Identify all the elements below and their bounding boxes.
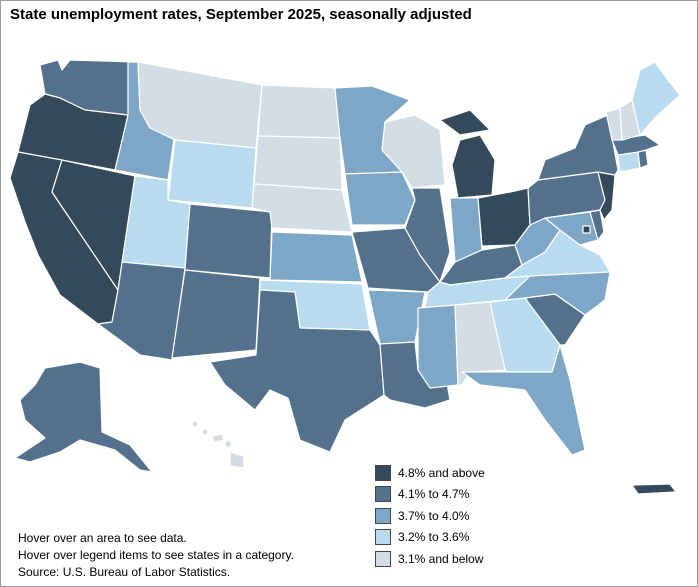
legend-swatch-1 xyxy=(375,464,391,481)
state-il[interactable] xyxy=(404,187,451,283)
state-ks[interactable] xyxy=(269,231,363,283)
state-co[interactable] xyxy=(184,203,273,279)
state-fl[interactable] xyxy=(461,344,586,456)
note-hover-area: Hover over an area to see data. xyxy=(18,531,187,545)
state-ny[interactable] xyxy=(537,114,619,181)
state-la[interactable] xyxy=(379,341,451,409)
state-hi[interactable] xyxy=(191,420,245,469)
legend-swatch-3 xyxy=(375,507,391,524)
legend-item-4[interactable]: 3.2% to 3.6% xyxy=(375,527,485,549)
legend-label-5: 3.1% and below xyxy=(398,551,484,566)
legend-swatch-4 xyxy=(375,529,391,546)
state-ri[interactable] xyxy=(637,149,649,169)
state-nd[interactable] xyxy=(257,84,341,139)
state-tx[interactable] xyxy=(209,289,385,453)
legend-item-5[interactable]: 3.1% and below xyxy=(375,548,485,570)
state-wy[interactable] xyxy=(167,139,257,209)
legend-item-1[interactable]: 4.8% and above xyxy=(375,462,485,484)
state-me[interactable] xyxy=(631,61,681,136)
legend-label-2: 4.1% to 4.7% xyxy=(398,487,470,502)
state-pr[interactable] xyxy=(631,483,677,495)
state-nm[interactable] xyxy=(171,269,261,359)
legend-item-3[interactable]: 3.7% to 4.0% xyxy=(375,505,485,527)
legend-label-1: 4.8% and above xyxy=(398,465,485,480)
legend-swatch-5 xyxy=(375,550,391,567)
state-mi[interactable] xyxy=(439,109,496,199)
legend: 4.8% and above 4.1% to 4.7% 3.7% to 4.0%… xyxy=(375,462,485,570)
state-ia[interactable] xyxy=(344,171,416,226)
state-dc[interactable] xyxy=(582,225,591,234)
state-ne[interactable] xyxy=(251,183,353,233)
legend-swatch-2 xyxy=(375,486,391,503)
state-sd[interactable] xyxy=(253,135,343,191)
state-ms[interactable] xyxy=(417,304,459,389)
state-wi[interactable] xyxy=(381,114,446,189)
legend-label-4: 3.2% to 3.6% xyxy=(398,530,470,545)
notes: Hover over an area to see data. Hover ov… xyxy=(18,530,294,581)
note-hover-legend: Hover over legend items to see states in… xyxy=(18,548,294,562)
legend-label-3: 3.7% to 4.0% xyxy=(398,508,470,523)
state-ar[interactable] xyxy=(367,289,426,345)
state-ak[interactable] xyxy=(14,361,153,473)
legend-item-2[interactable]: 4.1% to 4.7% xyxy=(375,484,485,506)
source-note: Source: U.S. Bureau of Labor Statistics. xyxy=(18,565,231,579)
map-title: State unemployment rates, September 2025… xyxy=(10,6,472,23)
